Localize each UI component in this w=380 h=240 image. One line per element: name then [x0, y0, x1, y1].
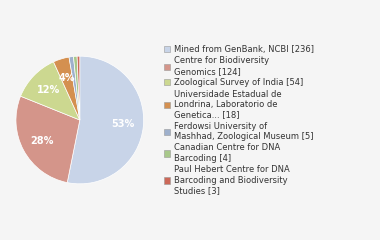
Text: 12%: 12%: [37, 85, 60, 95]
Wedge shape: [16, 96, 80, 183]
Text: 4%: 4%: [59, 73, 75, 84]
Text: 28%: 28%: [30, 136, 53, 146]
Wedge shape: [21, 62, 80, 120]
Wedge shape: [67, 56, 144, 184]
Wedge shape: [69, 56, 80, 120]
Legend: Mined from GenBank, NCBI [236], Centre for Biodiversity
Genomics [124], Zoologic: Mined from GenBank, NCBI [236], Centre f…: [164, 45, 314, 195]
Wedge shape: [54, 57, 80, 120]
Wedge shape: [77, 56, 80, 120]
Wedge shape: [73, 56, 80, 120]
Text: 53%: 53%: [111, 119, 135, 129]
